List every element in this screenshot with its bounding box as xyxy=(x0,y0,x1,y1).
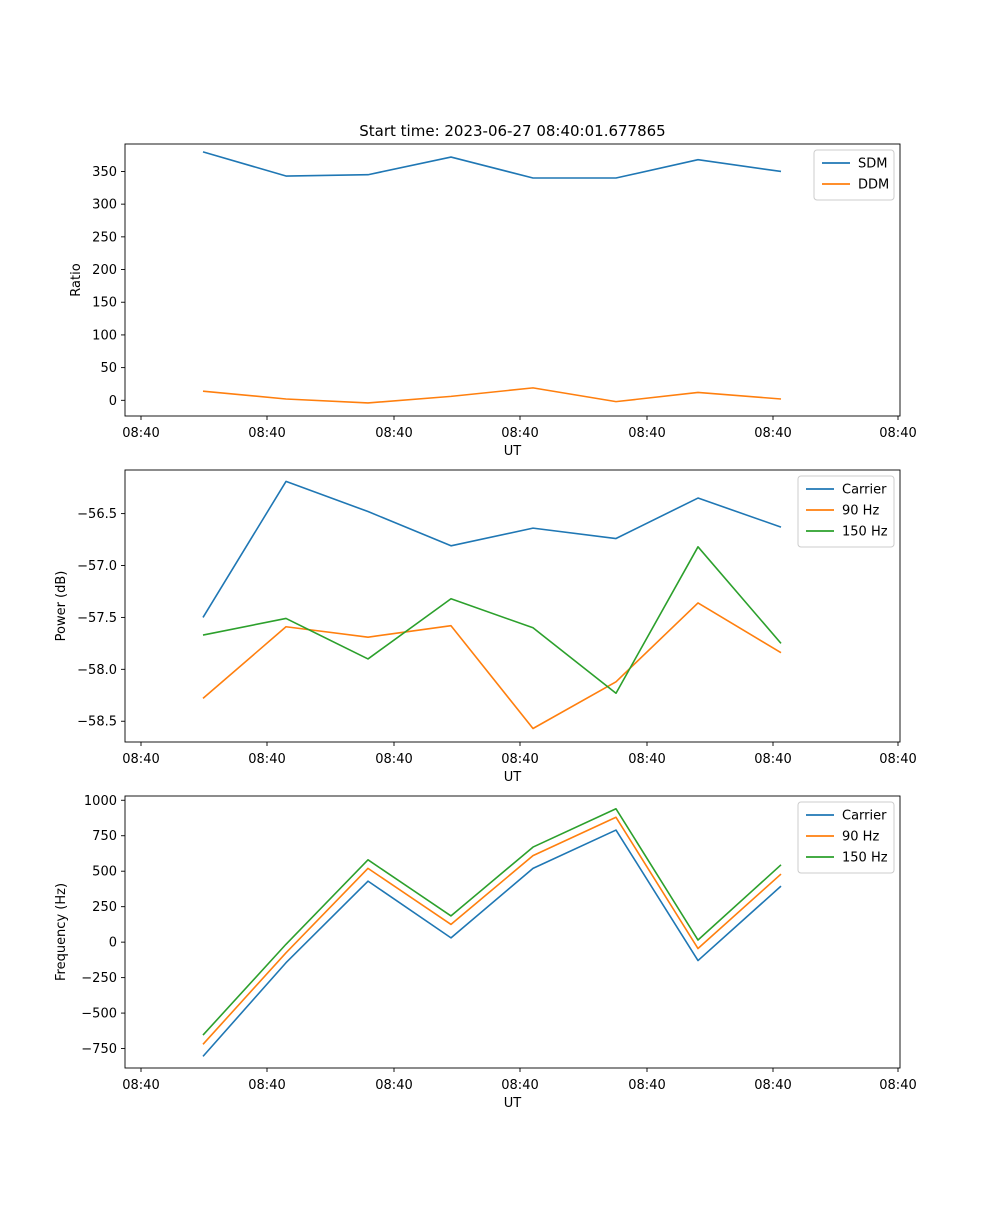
y-tick-label: −250 xyxy=(81,971,117,986)
x-tick-label: 08:40 xyxy=(879,426,916,441)
y-tick-label: 150 xyxy=(92,296,117,311)
legend: Carrier 90 Hz 150 Hz xyxy=(797,475,895,548)
x-tick-label: 08:40 xyxy=(122,426,159,441)
chart-panel-2: −58.5 −58.0 −57.5 −57.0 −56.5 08:40 08:40 08:40… xyxy=(54,469,917,785)
legend-label: 90 Hz xyxy=(842,830,879,845)
series-line-150-hz xyxy=(202,807,782,1036)
x-tick-label: 08:40 xyxy=(375,1078,412,1093)
y-tick-label: −58.0 xyxy=(77,663,117,678)
legend-label: 150 Hz xyxy=(842,525,888,540)
series-line-90-hz xyxy=(202,816,782,1045)
x-tick-label: 08:40 xyxy=(879,752,916,767)
y-tick-label: −500 xyxy=(81,1007,117,1022)
legend-box xyxy=(797,801,895,874)
x-tick-label: 08:40 xyxy=(628,1078,665,1093)
y-tick-label: 250 xyxy=(92,230,117,245)
plot-frame xyxy=(124,469,901,743)
x-tick-label: 08:40 xyxy=(628,426,665,441)
legend: SDM DDM xyxy=(813,149,895,201)
y-tick-label: −56.5 xyxy=(77,507,117,522)
y-tick-label: −57.0 xyxy=(77,559,117,574)
x-axis-label: UT xyxy=(504,770,522,785)
x-axis-label: UT xyxy=(504,1096,522,1111)
legend-label: Carrier xyxy=(842,483,887,498)
x-tick-label: 08:40 xyxy=(501,1078,538,1093)
series-line-carrier xyxy=(202,829,782,1057)
y-tick-label: 250 xyxy=(92,900,117,915)
x-tick-label: 08:40 xyxy=(248,752,285,767)
x-tick-label: 08:40 xyxy=(375,426,412,441)
x-axis-label: UT xyxy=(504,444,522,459)
chart-title: Start time: 2023-06-27 08:40:01.677865 xyxy=(359,122,665,140)
y-axis-label: Ratio xyxy=(69,263,84,296)
x-tick-label: 08:40 xyxy=(122,1078,159,1093)
chart-panel-3: −750 −500 −250 0 250 500 750 1000 08:40 08:40 08:4… xyxy=(54,794,917,1111)
y-tick-label: 350 xyxy=(92,165,117,180)
y-tick-label: −58.5 xyxy=(77,715,117,730)
y-tick-label: 200 xyxy=(92,263,117,278)
legend-box xyxy=(797,475,895,548)
legend-label: Carrier xyxy=(842,809,887,824)
legend-label: 90 Hz xyxy=(842,504,879,519)
y-tick-label: 100 xyxy=(92,328,117,343)
y-tick-label: 0 xyxy=(109,394,117,409)
x-tick-label: 08:40 xyxy=(501,426,538,441)
x-tick-label: 08:40 xyxy=(122,752,159,767)
series-line-90-hz xyxy=(202,602,782,730)
chart-panel-1: Start time: 2023-06-27 08:40:01.677865 0 5… xyxy=(69,122,917,459)
plot-frame xyxy=(124,795,901,1069)
y-tick-label: 300 xyxy=(92,198,117,213)
x-tick-label: 08:40 xyxy=(248,426,285,441)
plot-frame xyxy=(124,143,901,417)
legend-label: SDM xyxy=(858,157,887,172)
y-tick-label: −750 xyxy=(81,1042,117,1057)
y-tick-label: 750 xyxy=(92,829,117,844)
y-tick-label: 1000 xyxy=(84,794,117,809)
y-axis-label: Power (dB) xyxy=(54,571,69,642)
y-tick-label: 50 xyxy=(100,361,117,376)
x-tick-label: 08:40 xyxy=(879,1078,916,1093)
x-tick-label: 08:40 xyxy=(501,752,538,767)
series-line-ddm xyxy=(202,387,782,404)
y-axis-label: Frequency (Hz) xyxy=(54,883,69,981)
series-line-carrier xyxy=(202,480,782,618)
x-tick-label: 08:40 xyxy=(628,752,665,767)
y-tick-label: 500 xyxy=(92,865,117,880)
series-line-150-hz xyxy=(202,546,782,695)
legend-label: 150 Hz xyxy=(842,851,888,866)
legend-label: DDM xyxy=(858,178,889,193)
y-tick-label: −57.5 xyxy=(77,611,117,626)
x-tick-label: 08:40 xyxy=(248,1078,285,1093)
series-line-sdm xyxy=(202,151,782,179)
x-tick-label: 08:40 xyxy=(754,1078,791,1093)
y-tick-label: 0 xyxy=(109,936,117,951)
x-tick-label: 08:40 xyxy=(754,752,791,767)
x-tick-label: 08:40 xyxy=(375,752,412,767)
x-tick-label: 08:40 xyxy=(754,426,791,441)
legend: Carrier 90 Hz 150 Hz xyxy=(797,801,895,874)
